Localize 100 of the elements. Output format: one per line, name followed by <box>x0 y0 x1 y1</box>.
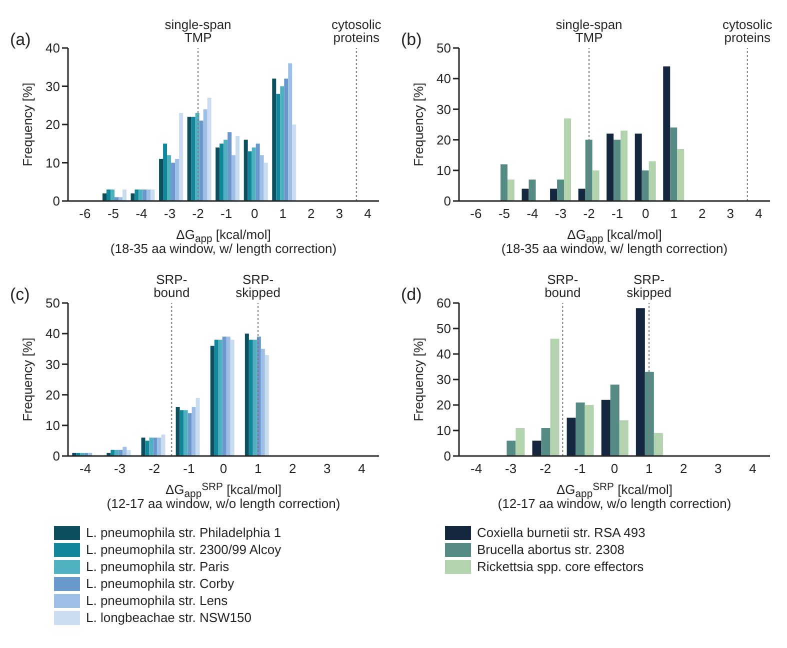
bar <box>248 151 252 201</box>
bar <box>260 348 265 456</box>
x-tick-label: 2 <box>698 206 706 222</box>
bar <box>585 140 592 201</box>
bar <box>677 148 684 201</box>
y-tick-label: 0 <box>52 194 60 209</box>
bar <box>284 78 288 201</box>
y-tick-label: 30 <box>436 102 451 117</box>
bar <box>276 94 280 201</box>
bar <box>176 407 180 456</box>
y-tick-label: 30 <box>46 356 60 372</box>
bar <box>122 190 126 201</box>
x-tick-label: -1 <box>574 461 586 476</box>
bar <box>619 420 628 456</box>
bar <box>578 188 586 201</box>
bar <box>592 170 600 201</box>
x-tick-label: 1 <box>254 461 262 476</box>
bar <box>188 413 192 456</box>
bar <box>252 147 256 201</box>
bar <box>150 190 155 201</box>
y-tick-label: 0 <box>444 448 451 464</box>
bar <box>167 155 172 201</box>
x-tick-label: -4 <box>470 461 482 476</box>
bar <box>171 162 176 201</box>
x-tick-label: -6 <box>470 206 482 222</box>
y-tick-label: 60 <box>436 296 451 311</box>
x-axis-title: ΔG$_{app}$$^{SRP}$ [kcal/mol] (12-17 aa window, w/o length correction) <box>106 482 340 511</box>
bar <box>145 440 150 456</box>
ref-line-label: SRP- bound <box>154 272 190 300</box>
y-tick-label: 0 <box>52 448 60 464</box>
bar <box>114 450 119 456</box>
y-tick-label: 20 <box>436 398 451 413</box>
bar <box>118 197 122 201</box>
y-tick-label: 50 <box>436 321 451 336</box>
x-tick-label: 3 <box>726 206 734 222</box>
bar <box>184 410 188 456</box>
bar <box>252 340 257 456</box>
y-tick-label: 30 <box>436 372 451 388</box>
x-tick-label: -3 <box>164 206 176 222</box>
bar <box>214 340 218 456</box>
x-tick-label: 3 <box>714 461 722 476</box>
chart-title: (b) <box>401 30 422 50</box>
x-tick-label: -5 <box>107 206 120 222</box>
bar <box>207 98 212 201</box>
y-tick-label: 0 <box>444 194 451 209</box>
chart-title: (d) <box>401 285 422 305</box>
legend-label: L. pneumophila str. Paris <box>86 559 230 574</box>
y-tick-label: 40 <box>46 326 60 342</box>
y-tick-label: 40 <box>46 40 60 56</box>
y-tick-label: 10 <box>46 155 60 170</box>
y-axis-title: Frequency [%] <box>20 82 35 166</box>
bar <box>576 402 585 456</box>
x-tick-label: 4 <box>364 206 372 222</box>
bar <box>130 193 135 201</box>
bar <box>614 140 621 201</box>
bar <box>218 340 222 456</box>
x-tick-label: -4 <box>79 461 92 476</box>
x-tick-label: -3 <box>555 206 567 222</box>
x-tick-label: 4 <box>749 461 756 476</box>
bar <box>153 438 158 456</box>
bar <box>564 118 572 201</box>
x-tick-label: 2 <box>288 461 296 476</box>
y-axis-title: Frequency [%] <box>411 82 426 166</box>
bar <box>110 450 115 456</box>
y-tick-label: 40 <box>436 71 451 86</box>
y-axis-title: Frequency [%] <box>411 338 426 422</box>
y-tick-label: 20 <box>46 387 60 402</box>
y-tick-label: 20 <box>436 132 451 148</box>
ref-line-label: SRP- bound <box>544 272 581 300</box>
bar <box>663 66 670 201</box>
x-tick-label: 4 <box>358 461 366 476</box>
x-tick-label: 0 <box>250 206 258 222</box>
bar <box>114 197 118 201</box>
bar <box>122 446 127 456</box>
bar <box>264 162 268 201</box>
x-tick-label: -2 <box>540 461 552 476</box>
bar <box>236 136 240 201</box>
y-tick-label: 50 <box>46 296 60 311</box>
ref-line-label: single-span TMP <box>164 17 232 45</box>
bar <box>216 147 220 201</box>
bar <box>210 346 214 456</box>
bar <box>506 440 516 456</box>
legend-label: Coxiella burnetii str. RSA 493 <box>477 525 646 540</box>
bar <box>244 140 248 201</box>
ref-line-label: SRP- skipped <box>236 272 280 300</box>
bar <box>264 355 269 456</box>
x-tick-label: 3 <box>336 206 344 222</box>
bar <box>141 438 146 456</box>
legend-label: L. pneumophila str. Corby <box>86 576 234 591</box>
bar <box>222 336 226 456</box>
x-tick-label: 2 <box>308 206 315 222</box>
bar <box>192 407 196 456</box>
bar <box>110 190 114 201</box>
x-tick-label: 4 <box>755 206 762 222</box>
x-tick-label: -6 <box>79 206 91 222</box>
bar <box>232 155 236 201</box>
bar <box>102 193 106 201</box>
bar <box>142 190 147 201</box>
x-tick-label: 0 <box>642 206 650 222</box>
x-axis-title: ΔG$_{app}$$^{SRP}$ [kcal/mol] (12-17 aa window, w/o length correction) <box>498 482 732 511</box>
